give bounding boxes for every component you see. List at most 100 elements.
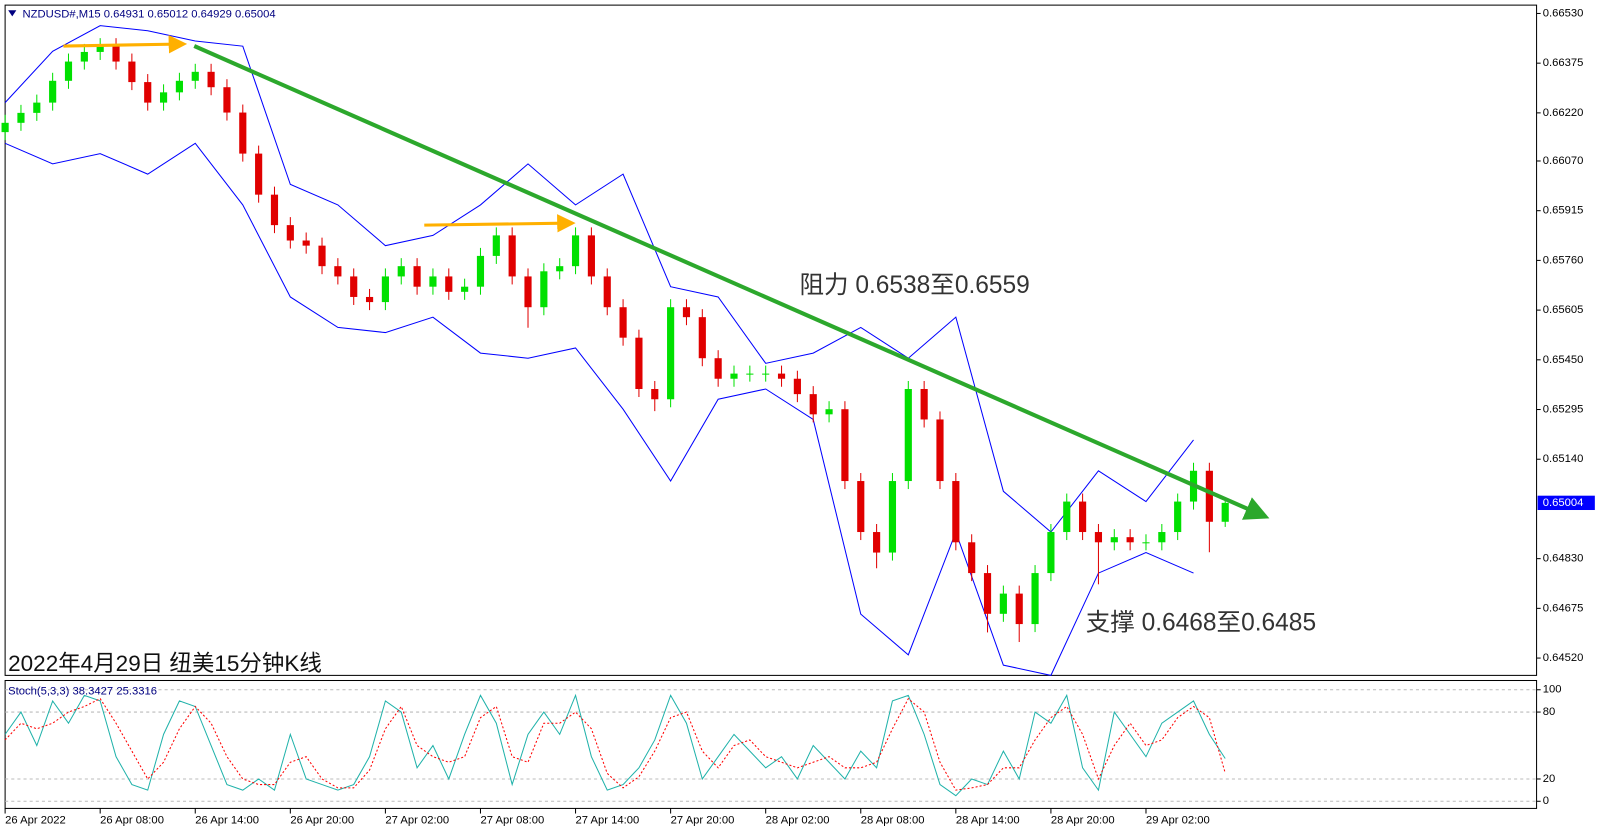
candle-body [1015, 593, 1023, 625]
x-tick-label: 27 Apr 08:00 [480, 815, 544, 827]
x-tick-label: 26 Apr 20:00 [290, 815, 354, 827]
candle-body [1031, 573, 1039, 625]
candle-body [1142, 542, 1150, 544]
candle-body [255, 153, 263, 195]
collapse-icon [8, 10, 17, 17]
candle-body [1158, 532, 1166, 543]
candle-body [999, 593, 1007, 614]
x-tick-label: 27 Apr 20:00 [671, 815, 735, 827]
y-tick-label: 100 [1543, 684, 1562, 696]
last-price-label: 0.65004 [1543, 497, 1584, 509]
candle-body [413, 266, 421, 287]
candle-body [841, 409, 849, 482]
candle-body [619, 307, 627, 338]
candle-body [476, 255, 485, 287]
candle-body [873, 532, 881, 553]
candle-body [952, 481, 960, 543]
x-tick-label: 26 Apr 2022 [5, 815, 66, 827]
y-tick-label: 0.66070 [1543, 155, 1584, 167]
candle-body [492, 235, 500, 256]
candle-body [762, 373, 770, 375]
candle-body [809, 394, 817, 415]
candle-body [350, 276, 358, 297]
x-tick-label: 29 Apr 02:00 [1146, 815, 1210, 827]
candle-body [540, 271, 548, 308]
candle-body [128, 61, 136, 83]
x-tick-label: 26 Apr 08:00 [100, 815, 164, 827]
candle-body [270, 194, 279, 226]
y-tick-label: 0.66375 [1543, 57, 1584, 69]
candle-body [667, 307, 675, 400]
stoch-line [4, 693, 1226, 797]
candle-body [936, 419, 944, 482]
candle-body [825, 409, 833, 415]
stoch-frame [4, 679, 1538, 809]
y-tick-label: 0.65450 [1543, 354, 1584, 366]
annotation: 支撑 0.6468至0.6485 [1086, 609, 1316, 637]
y-tick-label: 0.65605 [1543, 304, 1584, 316]
candle-body [888, 481, 897, 553]
candle-body [429, 276, 437, 287]
x-tick-label: 28 Apr 20:00 [1051, 815, 1115, 827]
candle-body [175, 80, 183, 93]
stoch-label: Stoch(5,3,3) 38.3427 25.3316 [8, 686, 157, 698]
candle-body [635, 337, 643, 389]
trend-line [193, 44, 1270, 520]
candle-body [793, 378, 801, 395]
candle-body [445, 276, 453, 292]
candle-body [1079, 501, 1087, 533]
candle-body [17, 112, 25, 123]
candle-body [397, 266, 405, 277]
y-tick-label: 80 [1543, 706, 1556, 718]
candle-body [857, 481, 865, 533]
level-arrow [424, 214, 576, 233]
main-frame [4, 4, 1538, 676]
candle-body [159, 92, 168, 103]
candle-body [1063, 501, 1071, 533]
last-price-box [1537, 495, 1595, 511]
x-tick-label: 28 Apr 02:00 [766, 815, 830, 827]
x-tick-label: 28 Apr 08:00 [861, 815, 925, 827]
candle-body [334, 266, 342, 277]
candle-body [1047, 532, 1055, 574]
y-tick-label: 0.64675 [1543, 602, 1584, 614]
y-tick-label: 0.65915 [1543, 205, 1584, 217]
y-tick-label: 0.66220 [1543, 107, 1584, 119]
candle-body [1110, 537, 1118, 543]
candle-body [239, 112, 247, 154]
candle-body [746, 373, 754, 375]
candle-body [524, 276, 532, 308]
candle-body [1, 122, 9, 133]
y-tick-label: 0.65760 [1543, 254, 1584, 266]
candle-body [64, 61, 73, 81]
candle-body [112, 46, 120, 62]
candle-body [381, 276, 389, 303]
candle-body [461, 286, 469, 292]
candle-body [191, 71, 199, 81]
candle-body [651, 388, 659, 400]
candle-body [587, 235, 595, 277]
x-tick-label: 27 Apr 02:00 [385, 815, 449, 827]
y-tick-label: 0.65295 [1543, 403, 1584, 415]
candle-body [1174, 501, 1182, 533]
candle-body [302, 240, 310, 246]
candle-body [698, 317, 706, 359]
header: NZDUSD#,M15 0.64931 0.65012 0.64929 0.65… [22, 8, 275, 20]
x-tick-label: 28 Apr 14:00 [956, 815, 1020, 827]
candle-body [571, 235, 580, 267]
bollinger-band [4, 142, 1194, 676]
candle-body [682, 307, 691, 318]
candle-body [1221, 502, 1229, 522]
candle-body [730, 373, 738, 379]
y-tick-label: 20 [1543, 773, 1556, 785]
candle-body [556, 266, 564, 272]
candle-body [777, 373, 786, 379]
plot-area: 0.66530 0.66375 0.66220 0.66070 0.65915 0.657… [1, 7, 1595, 827]
candle-body [968, 542, 976, 574]
candle-body [286, 225, 294, 241]
bollinger-band [4, 25, 1194, 533]
y-tick-label: 0.64830 [1543, 553, 1584, 565]
candle-body [714, 358, 722, 379]
